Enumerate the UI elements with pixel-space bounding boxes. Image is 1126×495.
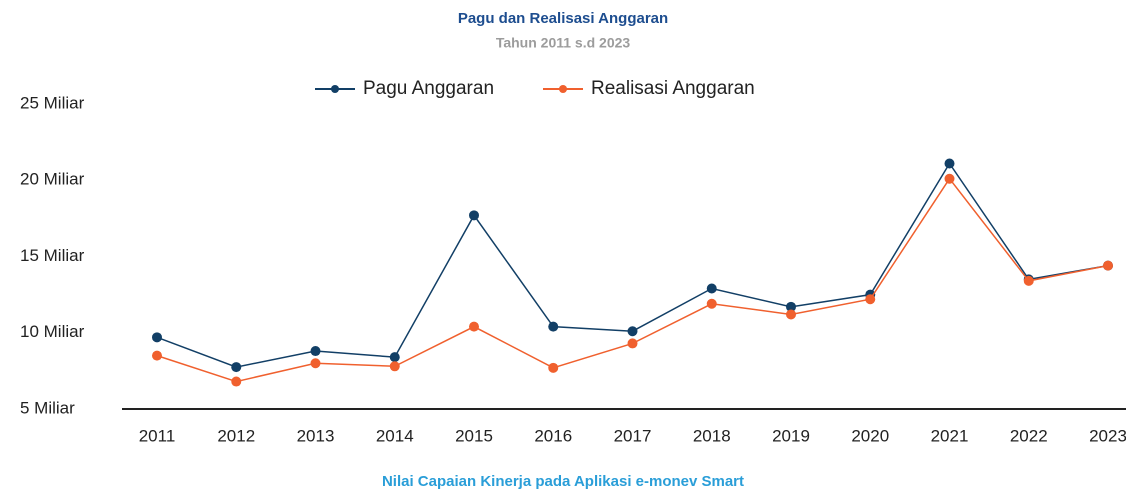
y-tick-label: 20 Miliar [20,170,85,189]
legend-marker [559,85,567,93]
x-tick-label: 2018 [693,426,731,445]
data-point [548,362,559,373]
data-point [627,338,638,349]
x-tick-label: 2022 [1010,426,1048,445]
x-tick-label: 2014 [376,426,414,445]
data-point [152,332,162,343]
data-point [310,346,321,357]
data-point [152,350,162,361]
y-tick-label: 15 Miliar [20,246,85,265]
data-point [389,352,400,363]
data-point [944,173,955,184]
x-tick-label: 2021 [931,426,969,445]
data-point [389,361,400,372]
data-point [627,326,638,337]
x-tick-label: 2011 [139,426,176,445]
data-point [231,376,242,387]
x-tick-label: 2013 [297,426,335,445]
x-tick-label: 2019 [772,426,810,445]
x-tick-label: 2017 [614,426,652,445]
y-tick-label: 10 Miliar [20,322,85,341]
x-tick-label: 2020 [851,426,889,445]
data-point [786,301,796,312]
series-line [156,177,1109,383]
legend-label: Pagu Anggaran [363,78,494,99]
data-point [706,298,717,309]
x-tick-label: 2016 [534,426,572,445]
data-point [469,210,479,221]
data-point [944,158,955,169]
chart-caption: Nilai Capaian Kinerja pada Aplikasi e-mo… [382,473,744,490]
data-point [548,321,559,332]
series-line [156,162,1109,368]
data-point [469,321,479,332]
data-point [310,358,321,369]
data-point [1023,275,1034,286]
x-tick-label: 2015 [455,426,493,445]
chart-subtitle: Tahun 2011 s.d 2023 [496,35,631,51]
data-point [1103,260,1113,271]
y-tick-label: 5 Miliar [20,398,75,417]
data-point [865,294,876,305]
x-tick-label: 2012 [217,426,255,445]
chart-title: Pagu dan Realisasi Anggaran [458,10,668,27]
data-point [706,283,717,294]
y-tick-label: 25 Miliar [20,93,85,112]
data-point [231,362,242,373]
legend-marker [331,85,339,93]
legend-label: Realisasi Anggaran [591,78,755,99]
x-tick-label: 2023 [1089,426,1126,445]
data-point [786,309,796,320]
